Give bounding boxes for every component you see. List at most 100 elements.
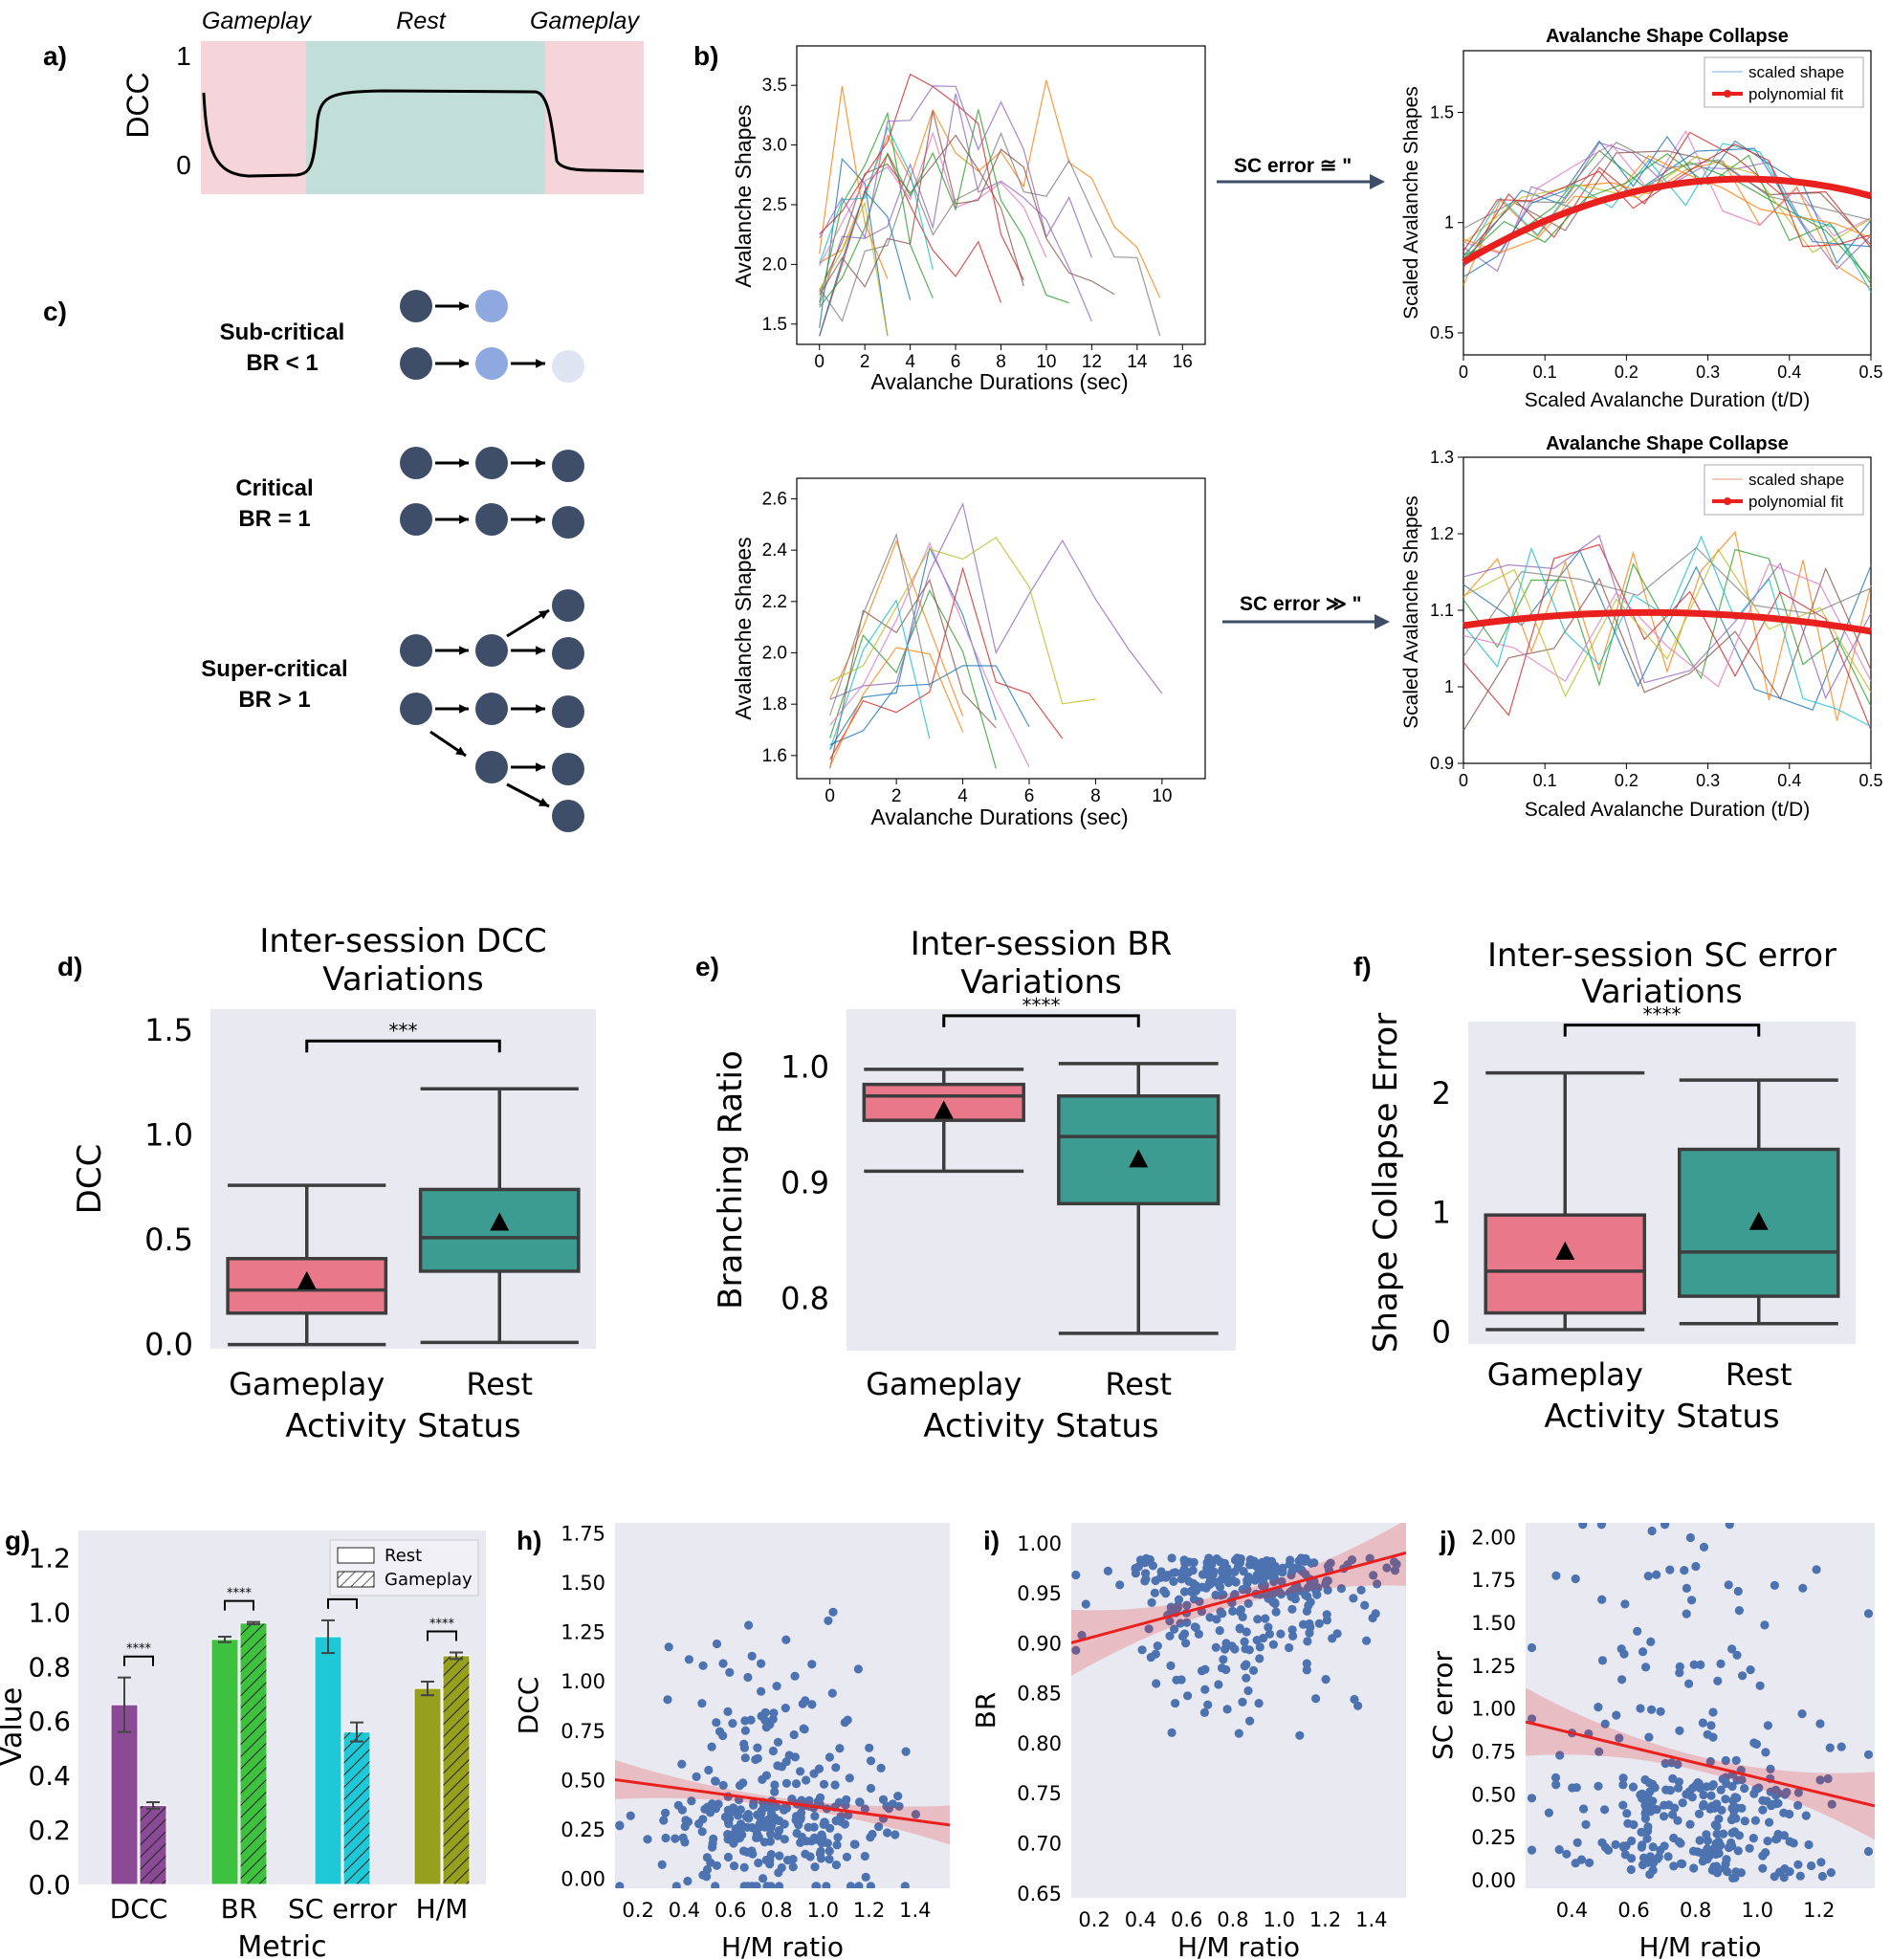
scatter-point — [1696, 1660, 1705, 1669]
scatter-point — [1527, 1794, 1537, 1803]
scatter-point — [1150, 1588, 1159, 1597]
scatter-point — [1189, 1557, 1198, 1567]
scatter-point — [1836, 1742, 1846, 1751]
scatter-point — [1181, 1639, 1191, 1648]
x-axis-label: Metric — [237, 1930, 326, 1960]
b-legend-bottom-fit: polynomial fit — [1748, 493, 1843, 511]
panel-label-e: e) — [695, 952, 719, 981]
scatter-point — [1706, 1791, 1716, 1800]
y-tick-label: 2.2 — [762, 592, 787, 612]
scatter-point — [1212, 1615, 1221, 1624]
avalanche-shape-line — [829, 647, 964, 767]
y-axis-label: Value — [0, 1687, 29, 1766]
scatter-point — [739, 1862, 749, 1872]
branch-arrowhead — [459, 458, 469, 468]
scatter-point — [752, 1829, 762, 1839]
scatter-point — [1793, 1860, 1803, 1869]
x-tick-label: 1.2 — [1803, 1899, 1835, 1922]
scatter-point — [1133, 1562, 1143, 1572]
scatter-point — [1288, 1631, 1298, 1641]
chart-title: Variations — [1581, 973, 1743, 1011]
scatter-point — [1751, 1739, 1762, 1749]
y-tick-label: 0.5 — [144, 1222, 193, 1258]
scatter-point — [728, 1719, 737, 1729]
scatter-point — [868, 1829, 877, 1839]
x-category-label: Gameplay — [1487, 1356, 1643, 1393]
branch-node — [552, 753, 584, 785]
y-tick-label: 1.50 — [1471, 1612, 1516, 1635]
scatter-point — [1785, 1837, 1794, 1846]
scatter-point — [876, 1763, 886, 1773]
scatter-point — [1081, 1599, 1090, 1609]
scatter-point — [1710, 1820, 1720, 1830]
scatter-point — [780, 1805, 789, 1815]
significance-bracket — [224, 1599, 254, 1611]
scatter-point — [766, 1808, 777, 1818]
scatter-point — [1304, 1600, 1313, 1611]
scatter-point — [1723, 1867, 1732, 1877]
bar-rest — [210, 1639, 239, 1885]
branch-node — [552, 350, 584, 383]
b-collapse-top-ylabel: Scaled Avalanche Shapes — [1400, 86, 1422, 319]
x-tick-label: 0.4 — [1777, 363, 1801, 382]
scatter-point — [1323, 1575, 1332, 1586]
scatter-point — [1227, 1641, 1237, 1651]
scatter-point — [1762, 1796, 1771, 1806]
avalanche-shape-line — [829, 533, 931, 716]
scatter-point — [1235, 1623, 1244, 1633]
scatter-point — [743, 1672, 753, 1683]
scatter-point — [697, 1827, 707, 1837]
c-critical-name: Critical — [235, 475, 313, 501]
b-legend-top-fit: polynomial fit — [1748, 85, 1843, 103]
regression-line — [1526, 1720, 1875, 1808]
scatter-point — [1597, 1656, 1608, 1665]
scatter-point — [1731, 1755, 1741, 1765]
x-tick-label: 0 — [825, 786, 835, 806]
branch-node — [552, 800, 584, 832]
scatter-point — [1179, 1555, 1189, 1565]
y-tick-label: 0.80 — [1017, 1732, 1062, 1755]
scaled-shape-line — [1462, 153, 1872, 285]
scatter-point — [615, 1882, 625, 1888]
scatter-point — [1551, 1571, 1561, 1580]
x-category-label: Rest — [1105, 1366, 1172, 1402]
b-collapse-bottom-lines — [1462, 530, 1872, 732]
scatter-point — [1261, 1614, 1270, 1623]
x-tick-label: 0.1 — [1533, 771, 1557, 790]
x-tick-label: 4 — [957, 786, 968, 806]
scatter-point — [842, 1852, 852, 1861]
scatter-point — [1760, 1620, 1770, 1630]
scatter-j: 0.4 0.6 0.8 1.0 1.2 0.00 0.25 0.50 0.75 1.00 1.25 1… — [1427, 1523, 1875, 1960]
y-tick-label: 1.0 — [28, 1597, 71, 1628]
y-axis-label: Shape Collapse Error — [1367, 1013, 1405, 1353]
x-axis-label: H/M ratio — [1638, 1931, 1761, 1960]
y-tick-label: 0 — [1432, 1314, 1451, 1351]
scatter-point — [762, 1882, 772, 1888]
scatter-point — [1594, 1781, 1603, 1791]
y-tick-label: 0.75 — [561, 1720, 605, 1743]
scatter-point — [1270, 1561, 1280, 1571]
x-tick-label: 0.2 — [622, 1899, 653, 1922]
scatter-point — [1264, 1594, 1273, 1603]
avalanche-shape-line — [829, 502, 1163, 700]
scatter-point — [684, 1655, 694, 1664]
x-tick-label: 10 — [1152, 786, 1172, 806]
scatter-point — [1141, 1553, 1151, 1563]
avalanche-shape-line — [819, 131, 1161, 337]
scatter-point — [1761, 1748, 1770, 1757]
scatter-point — [1728, 1814, 1738, 1823]
scatter-point — [1702, 1830, 1711, 1839]
scatter-point — [1596, 1523, 1606, 1530]
scatter-point — [757, 1711, 766, 1721]
scatter-point — [1620, 1599, 1630, 1609]
scatter-point — [1362, 1636, 1372, 1645]
branch-node — [552, 695, 584, 728]
phase-label-gameplay-1: Gameplay — [202, 8, 312, 34]
branch-arrowhead — [539, 798, 549, 806]
scatter-point — [1779, 1831, 1789, 1840]
scatter-point — [843, 1715, 852, 1725]
branch-arrowhead — [459, 646, 469, 655]
scatter-point — [1727, 1644, 1737, 1654]
scatter-point — [1618, 1780, 1628, 1790]
